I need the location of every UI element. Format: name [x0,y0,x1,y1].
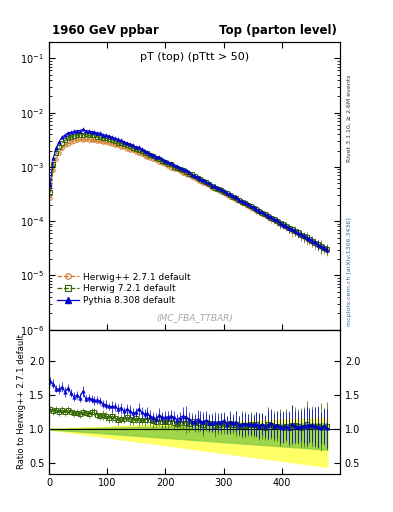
Text: 1960 GeV ppbar: 1960 GeV ppbar [52,24,159,37]
Text: mcplots.cern.ch [arXiv:1306.3436]: mcplots.cern.ch [arXiv:1306.3436] [347,217,352,326]
Legend: Herwig++ 2.7.1 default, Herwig 7.2.1 default, Pythia 8.308 default: Herwig++ 2.7.1 default, Herwig 7.2.1 def… [57,273,190,305]
Text: Top (parton level): Top (parton level) [219,24,337,37]
Text: (MC_FBA_TTBAR): (MC_FBA_TTBAR) [156,313,233,323]
Text: pT (top) (pTtt > 50): pT (top) (pTtt > 50) [140,52,249,62]
Text: Rivet 3.1.10, ≥ 2.6M events: Rivet 3.1.10, ≥ 2.6M events [347,74,352,161]
Y-axis label: Ratio to Herwig++ 2.7.1 default: Ratio to Herwig++ 2.7.1 default [17,334,26,469]
